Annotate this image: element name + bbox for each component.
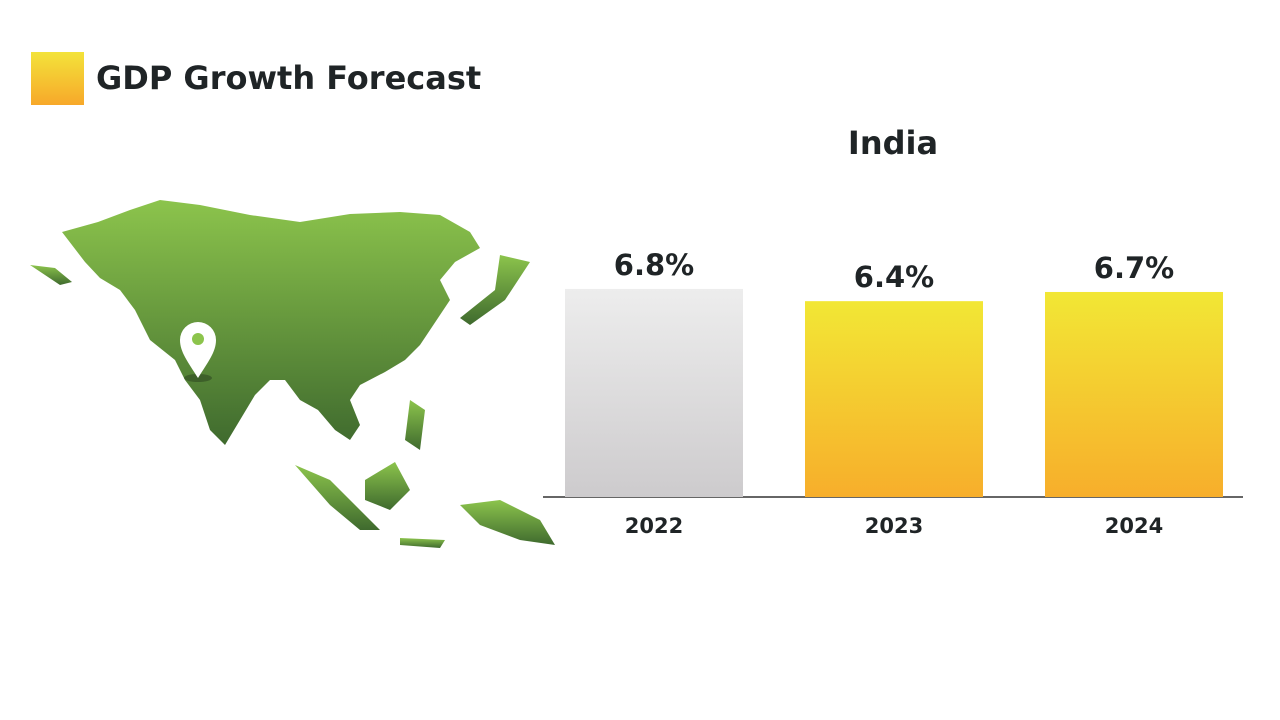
x-tick-label: 2022: [625, 514, 683, 538]
location-pin: [180, 322, 216, 382]
x-tick-label: 2024: [1105, 514, 1163, 538]
bar: [805, 301, 983, 497]
bar: [1045, 291, 1223, 497]
asia-map: [30, 200, 555, 548]
chart-title: India: [848, 124, 938, 162]
x-tick-label: 2023: [865, 514, 923, 538]
value-label: 6.8%: [614, 248, 694, 282]
value-label: 6.7%: [1094, 251, 1174, 285]
header-title: GDP Growth Forecast: [96, 59, 481, 97]
bar: [565, 288, 743, 497]
header-swatch: [31, 52, 84, 105]
value-label: 6.4%: [854, 260, 934, 294]
